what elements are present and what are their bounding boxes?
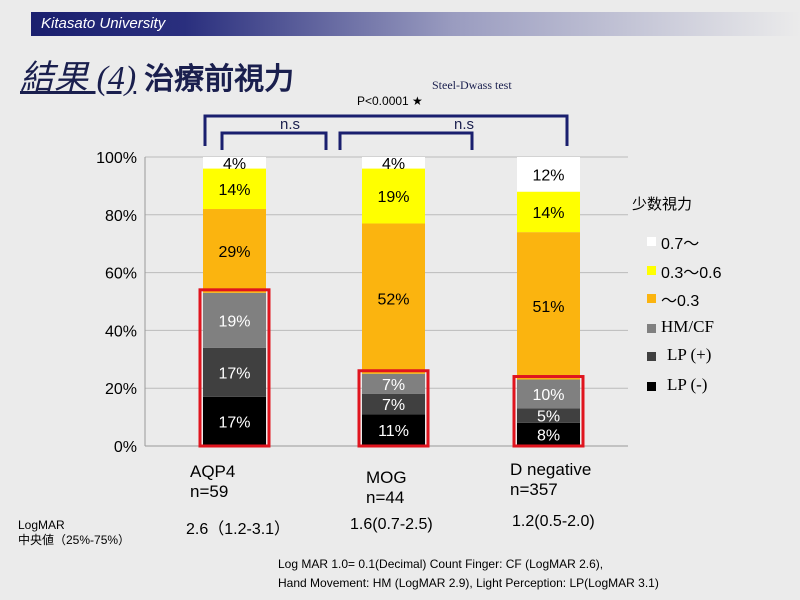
data-label: 10% bbox=[532, 387, 564, 404]
legend-label: ～0.3 bbox=[661, 293, 700, 310]
category-label-mog: MOG n=44 bbox=[366, 468, 407, 507]
data-label: 52% bbox=[377, 292, 409, 309]
data-label: 5% bbox=[537, 409, 560, 426]
legend-label: 0.7～ bbox=[661, 236, 700, 253]
overall-bracket bbox=[203, 114, 569, 146]
data-label: 7% bbox=[382, 377, 405, 394]
logmar-aqp4: 2.6（1.2-3.1） bbox=[186, 521, 291, 538]
slide-title: 結果 (4) 治療前視力 bbox=[20, 50, 294, 99]
data-label: 11% bbox=[378, 423, 409, 440]
legend-label: LP (+) bbox=[667, 345, 712, 364]
legend-label: HM/CF bbox=[661, 317, 714, 336]
highlight-box bbox=[198, 288, 271, 448]
institution-name: Kitasato University bbox=[41, 15, 166, 32]
bar-segment bbox=[517, 422, 580, 446]
data-label: 7% bbox=[382, 397, 405, 414]
data-label: 14% bbox=[532, 205, 564, 222]
title-main: 治療前視力 bbox=[144, 62, 295, 97]
pair1-label: n.s bbox=[280, 116, 301, 133]
bar-segment bbox=[517, 191, 580, 233]
bar-segment bbox=[517, 232, 580, 380]
data-label: 12% bbox=[532, 167, 564, 184]
bar-segment bbox=[517, 379, 580, 409]
y-tick-label: 60% bbox=[105, 266, 137, 283]
bar-segment bbox=[362, 168, 425, 224]
y-tick-label: 40% bbox=[105, 323, 137, 340]
bar-segment bbox=[203, 168, 266, 210]
legend-swatch bbox=[647, 352, 656, 361]
pair1-bracket bbox=[220, 131, 328, 150]
data-label: 29% bbox=[218, 244, 250, 261]
data-label: 17% bbox=[218, 365, 250, 382]
data-label: 17% bbox=[218, 414, 250, 431]
bar-segment bbox=[517, 408, 580, 423]
legend-swatch bbox=[647, 237, 656, 246]
pair2-bracket bbox=[338, 131, 474, 150]
legend-title: 少数視力 bbox=[632, 195, 693, 213]
y-tick-label: 20% bbox=[105, 381, 137, 398]
legend-swatch bbox=[647, 324, 656, 333]
legend-label: LP (-) bbox=[667, 375, 708, 394]
category-label-dneg: D negative n=357 bbox=[510, 460, 592, 499]
logmar-mog: 1.6(0.7-2.5) bbox=[350, 516, 433, 533]
bar-segment bbox=[517, 157, 580, 192]
legend-swatch bbox=[647, 382, 656, 391]
pair2-label: n.s bbox=[454, 116, 475, 133]
bar-segment bbox=[362, 414, 425, 446]
stat-test-label: Steel-Dwass test bbox=[432, 78, 512, 92]
highlight-box bbox=[357, 369, 430, 448]
bar-segment bbox=[362, 223, 425, 374]
data-label: 14% bbox=[218, 182, 250, 199]
logmar-dneg: 1.2(0.5-2.0) bbox=[512, 513, 595, 530]
data-label: 19% bbox=[218, 313, 250, 330]
data-label: 8% bbox=[537, 427, 560, 444]
overall-p-value: P<0.0001 ★ bbox=[357, 94, 423, 108]
data-label: 4% bbox=[223, 156, 246, 173]
data-label: 4% bbox=[382, 156, 405, 173]
bar-segment bbox=[203, 347, 266, 397]
bar-segment bbox=[203, 292, 266, 348]
data-label: 51% bbox=[532, 299, 564, 316]
bar-segment bbox=[203, 157, 266, 169]
y-tick-label: 0% bbox=[114, 439, 137, 456]
y-tick-label: 80% bbox=[105, 208, 137, 225]
header-banner: Kitasato University bbox=[31, 12, 800, 36]
bar-segment bbox=[203, 209, 266, 293]
bar-segment bbox=[203, 396, 266, 446]
y-tick-label: 100% bbox=[96, 150, 137, 167]
logmar-label: LogMAR 中央値（25%-75%） bbox=[18, 518, 131, 547]
legend-swatch bbox=[647, 266, 656, 275]
footnote: Log MAR 1.0= 0.1(Decimal) Count Finger: … bbox=[278, 557, 659, 590]
highlight-box bbox=[512, 375, 585, 448]
category-label-aqp4: AQP4 n=59 bbox=[190, 462, 236, 501]
bar-segment bbox=[362, 373, 425, 394]
bar-segment bbox=[362, 157, 425, 169]
legend-label: 0.3～0.6 bbox=[661, 265, 722, 282]
title-prefix: 結果 (4) bbox=[20, 60, 137, 97]
legend-swatch bbox=[647, 294, 656, 303]
bar-segment bbox=[362, 393, 425, 415]
data-label: 19% bbox=[377, 189, 409, 206]
